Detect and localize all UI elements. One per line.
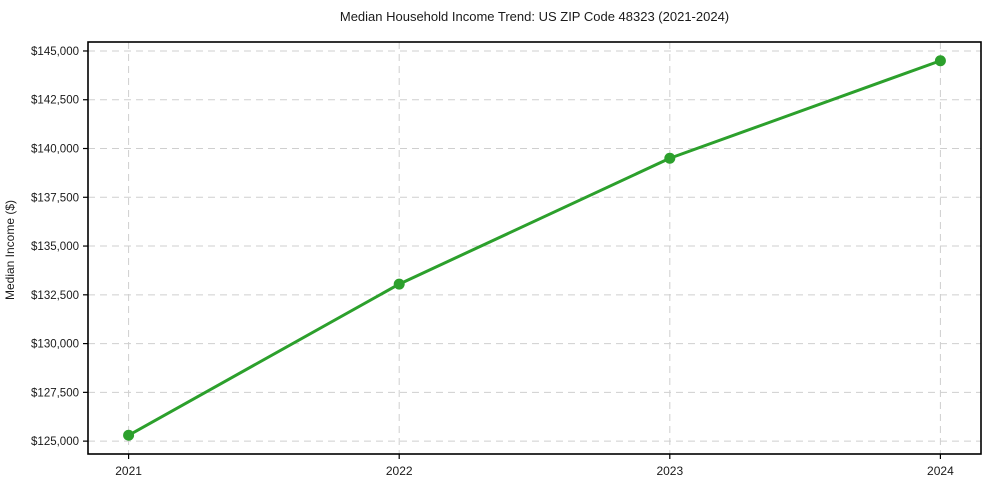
y-tick-label: $125,000 [31,436,79,448]
y-tick-label: $137,500 [31,192,79,204]
x-tick-label: 2024 [927,464,954,478]
x-tick-label: 2022 [386,464,413,478]
plot-group: $125,000 $127,500 $130,000 $132,500 $135,000… [31,41,982,478]
x-tick-label: 2023 [656,464,683,478]
x-tick-label: 2021 [115,464,142,478]
data-point [664,152,676,164]
y-tick-label: $130,000 [31,339,79,351]
data-point [934,55,946,67]
data-point [393,278,405,290]
y-tick-label: $142,500 [31,95,79,107]
y-tick-label: $127,500 [31,387,79,399]
y-tick-label: $145,000 [31,46,79,58]
data-point [123,429,135,441]
data-line [127,59,942,437]
y-tick-label: $132,500 [31,290,79,302]
y-tick-label: $135,000 [31,241,79,253]
y-axis-label: Median Income ($) [3,200,17,300]
chart-title: Median Household Income Trend: US ZIP Co… [340,9,729,24]
plot-border [87,41,982,455]
y-tick-label: $140,000 [31,144,79,156]
